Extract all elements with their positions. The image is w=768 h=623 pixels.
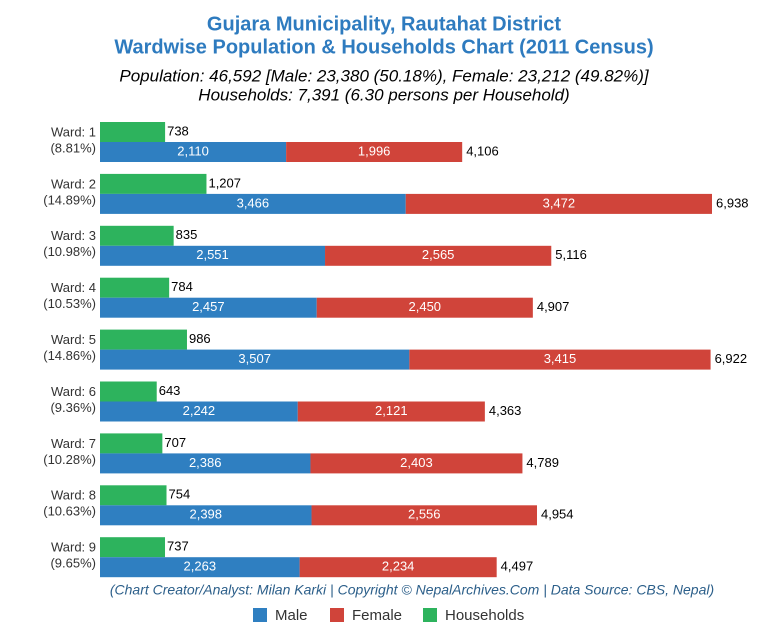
female-bar xyxy=(297,401,485,422)
subtitle: Households: 7,391 (6.30 persons per Hous… xyxy=(198,85,569,104)
subtitle: Population: 46,592 [Male: 23,380 (50.18%… xyxy=(119,66,650,85)
total-label: 5,116 xyxy=(555,247,587,262)
total-label: 4,497 xyxy=(501,559,534,574)
legend-swatch xyxy=(423,608,437,622)
households-bar xyxy=(100,277,170,298)
category-note: (9.36%) xyxy=(50,400,96,415)
value-label: 835 xyxy=(176,227,198,242)
female-bar xyxy=(311,505,537,526)
male-bar xyxy=(100,453,311,474)
category-label: Ward: 3 xyxy=(51,228,96,243)
total-label: 6,938 xyxy=(716,195,749,210)
category-note: (10.63%) xyxy=(43,504,96,519)
value-label: 2,556 xyxy=(408,507,441,522)
total-label: 4,789 xyxy=(526,455,559,470)
value-label: 2,263 xyxy=(184,559,217,574)
category-note: (10.28%) xyxy=(43,452,96,467)
category-label: Ward: 7 xyxy=(51,436,96,451)
female-bar xyxy=(325,245,552,266)
male-bar xyxy=(100,297,317,318)
legend-swatch xyxy=(253,608,267,622)
total-label: 4,907 xyxy=(537,299,570,314)
category-label: Ward: 1 xyxy=(51,124,96,139)
male-bar xyxy=(100,401,298,422)
value-label: 754 xyxy=(169,487,191,502)
value-label: 2,450 xyxy=(409,299,442,314)
male-bar xyxy=(100,557,300,578)
value-label: 2,242 xyxy=(183,403,216,418)
total-label: 6,922 xyxy=(715,351,748,366)
value-label: 1,996 xyxy=(358,143,391,158)
total-label: 4,106 xyxy=(466,143,499,158)
category-label: Ward: 8 xyxy=(51,488,96,503)
households-bar xyxy=(100,225,174,246)
category-label: Ward: 9 xyxy=(51,540,96,555)
value-label: 1,207 xyxy=(208,175,241,190)
category-label: Ward: 4 xyxy=(51,280,96,295)
female-bar xyxy=(409,349,711,370)
value-label: 707 xyxy=(164,435,186,450)
category-note: (14.86%) xyxy=(43,348,96,363)
value-label: 986 xyxy=(189,331,211,346)
male-bar xyxy=(100,245,326,266)
chart-title: Wardwise Population & Households Chart (… xyxy=(114,36,653,58)
value-label: 2,121 xyxy=(375,403,408,418)
value-label: 2,234 xyxy=(382,559,415,574)
households-bar xyxy=(100,173,207,194)
legend-swatch xyxy=(330,608,344,622)
chart-title: Gujara Municipality, Rautahat District xyxy=(207,13,561,35)
category-label: Ward: 2 xyxy=(51,176,96,191)
legend-label: Female xyxy=(352,607,402,623)
category-note: (14.89%) xyxy=(43,192,96,207)
total-label: 4,363 xyxy=(489,403,522,418)
legend-label: Households xyxy=(445,607,524,623)
value-label: 2,565 xyxy=(422,247,455,262)
female-bar xyxy=(310,453,523,474)
households-bar xyxy=(100,537,166,558)
category-note: (8.81%) xyxy=(50,140,96,155)
footer: (Chart Creator/Analyst: Milan Karki | Co… xyxy=(110,582,714,598)
female-bar xyxy=(405,193,712,214)
value-label: 738 xyxy=(167,123,189,138)
value-label: 2,403 xyxy=(400,455,433,470)
male-bar xyxy=(100,505,312,526)
female-bar xyxy=(299,557,497,578)
male-bar xyxy=(100,142,287,162)
female-bar xyxy=(286,142,463,162)
value-label: 2,110 xyxy=(177,143,209,158)
total-label: 4,954 xyxy=(541,507,574,522)
category-note: (10.53%) xyxy=(43,296,96,311)
value-label: 3,466 xyxy=(237,195,270,210)
value-label: 3,472 xyxy=(543,195,576,210)
value-label: 784 xyxy=(171,279,193,294)
households-bar xyxy=(100,329,187,350)
households-bar xyxy=(100,433,163,454)
category-label: Ward: 6 xyxy=(51,384,96,399)
value-label: 2,551 xyxy=(196,247,229,262)
value-label: 2,398 xyxy=(189,507,222,522)
legend-label: Male xyxy=(275,607,308,623)
value-label: 643 xyxy=(159,383,181,398)
households-bar xyxy=(100,122,166,142)
value-label: 3,507 xyxy=(238,351,271,366)
value-label: 3,415 xyxy=(544,351,577,366)
category-note: (10.98%) xyxy=(43,244,96,259)
category-label: Ward: 5 xyxy=(51,332,96,347)
female-bar xyxy=(316,297,533,318)
male-bar xyxy=(100,193,406,214)
value-label: 2,457 xyxy=(192,299,225,314)
households-bar xyxy=(100,485,167,506)
category-note: (9.65%) xyxy=(50,556,96,571)
value-label: 2,386 xyxy=(189,455,222,470)
male-bar xyxy=(100,349,410,370)
value-label: 737 xyxy=(167,539,189,554)
households-bar xyxy=(100,381,157,402)
